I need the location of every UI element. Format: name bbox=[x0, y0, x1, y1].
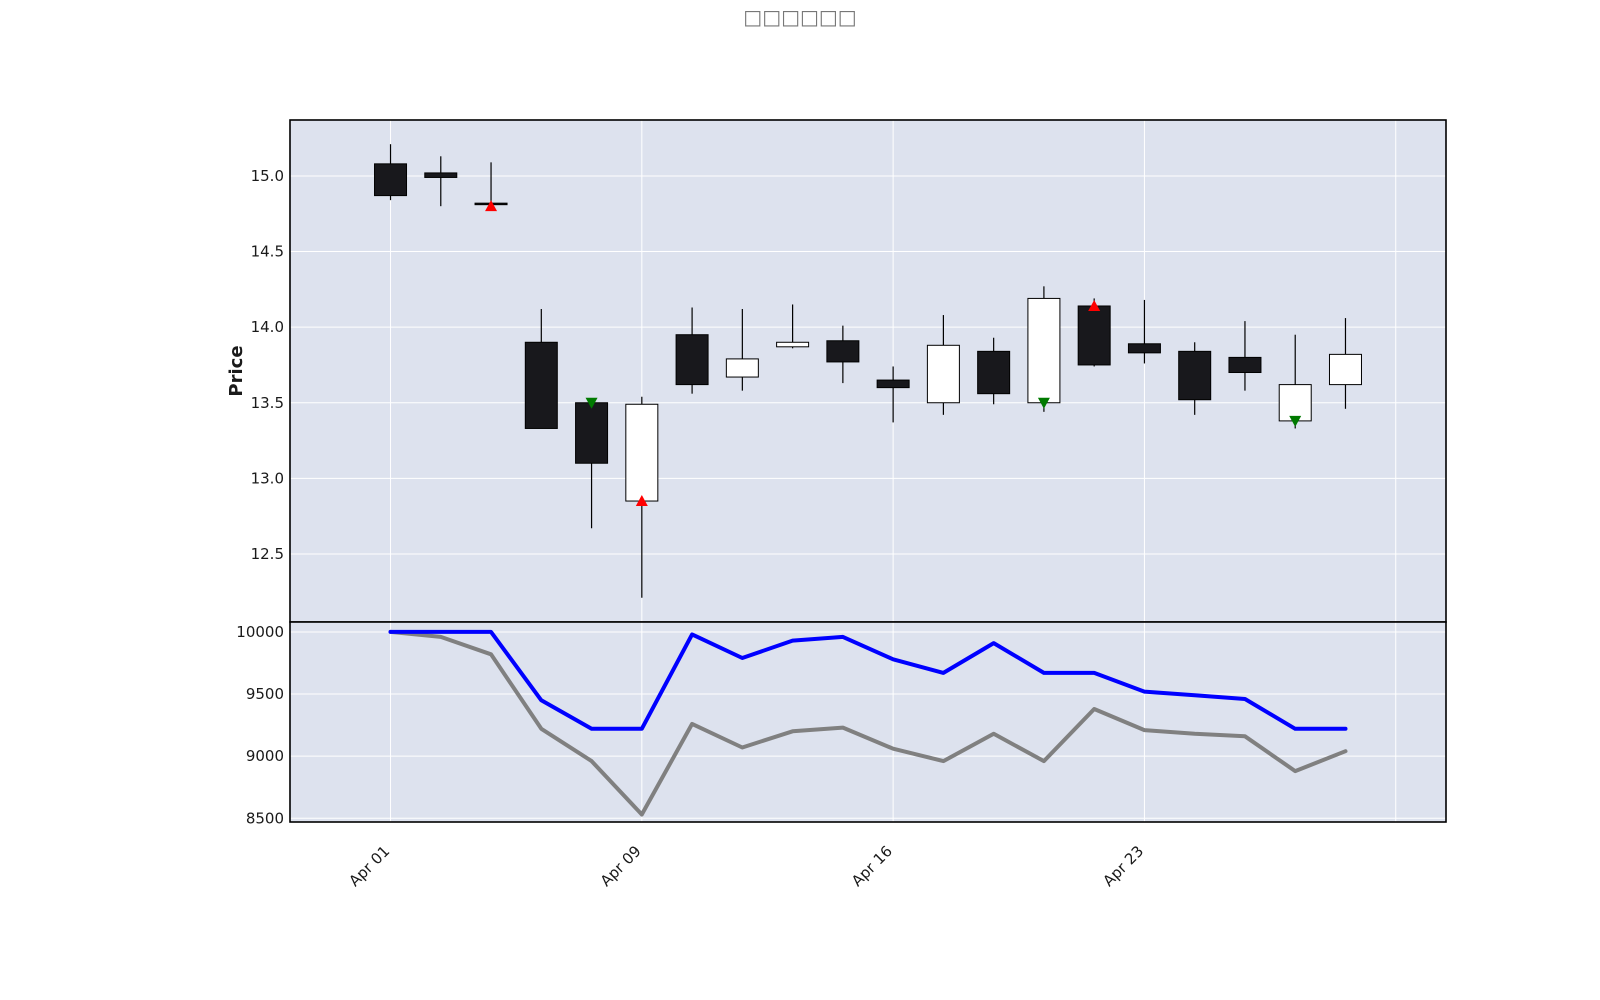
benchmark-equity-line bbox=[388, 629, 1348, 817]
candle-body bbox=[1127, 343, 1161, 354]
candle bbox=[424, 156, 458, 207]
price-tick-label: 13.5 bbox=[251, 394, 284, 412]
price-tick-label: 12.5 bbox=[251, 545, 284, 563]
candle-body bbox=[926, 344, 960, 404]
candle-body bbox=[524, 341, 558, 429]
candle-body bbox=[1228, 356, 1262, 374]
date-tick-label: Apr 01 bbox=[345, 842, 393, 890]
price-panel-grid bbox=[290, 120, 1446, 622]
sell-marker bbox=[585, 397, 598, 409]
equity-axis-ticks: 8500 9000 9500 10000 bbox=[236, 623, 284, 827]
candle bbox=[725, 309, 759, 391]
candle-body bbox=[1077, 305, 1111, 366]
candle bbox=[1178, 342, 1212, 415]
candle bbox=[826, 325, 860, 384]
equity-tick-label: 10000 bbox=[236, 623, 284, 641]
price-tick-label: 14.0 bbox=[251, 318, 284, 336]
candle-body bbox=[977, 350, 1011, 395]
trade-markers-layer bbox=[485, 200, 1302, 507]
candle-body bbox=[1027, 297, 1061, 404]
buy-marker bbox=[485, 200, 498, 212]
candle-body bbox=[1328, 353, 1362, 386]
date-tick-label: Apr 16 bbox=[848, 842, 896, 890]
date-tick-label: Apr 09 bbox=[597, 842, 645, 890]
candle bbox=[1027, 286, 1061, 412]
price-axis-label: Price bbox=[226, 345, 247, 396]
candle bbox=[876, 366, 910, 423]
candle-body bbox=[374, 163, 408, 197]
candle bbox=[1328, 318, 1362, 409]
equity-tick-label: 8500 bbox=[246, 809, 284, 827]
candles-layer bbox=[374, 144, 1362, 598]
equity-lines-layer bbox=[388, 629, 1348, 817]
sell-marker bbox=[1037, 397, 1050, 409]
chart-title: □□□□□□ bbox=[743, 5, 856, 29]
buy-marker bbox=[635, 495, 648, 507]
candle bbox=[374, 144, 408, 201]
candle bbox=[625, 396, 659, 598]
candle-body bbox=[725, 358, 759, 378]
candle-body bbox=[675, 334, 709, 386]
equity-panel-background bbox=[290, 622, 1446, 822]
candle-body bbox=[876, 379, 910, 389]
candle-body bbox=[776, 341, 810, 348]
candle bbox=[1127, 299, 1161, 364]
buy-marker bbox=[1088, 299, 1101, 311]
price-axis-ticks: 12.5 13.0 13.5 14.0 14.5 15.0 bbox=[251, 167, 284, 563]
strategy-equity-line bbox=[388, 629, 1348, 731]
candle-body bbox=[625, 403, 659, 502]
candle bbox=[926, 315, 960, 415]
equity-tick-label: 9500 bbox=[246, 685, 284, 703]
price-tick-label: 14.5 bbox=[251, 243, 284, 261]
candle-body bbox=[1278, 384, 1312, 422]
candle-body bbox=[424, 172, 458, 178]
equity-panel-border bbox=[289, 621, 1447, 823]
equity-tick-label: 9000 bbox=[246, 747, 284, 765]
date-axis-ticks: Apr 01 Apr 09 Apr 16 Apr 23 bbox=[345, 842, 1147, 890]
price-tick-label: 15.0 bbox=[251, 167, 284, 185]
sell-marker bbox=[1289, 415, 1302, 427]
candle bbox=[1228, 321, 1262, 391]
candle-body bbox=[1178, 350, 1212, 401]
price-tick-label: 13.0 bbox=[251, 469, 284, 487]
date-tick-label: Apr 23 bbox=[1099, 842, 1147, 890]
price-panel-background bbox=[290, 120, 1446, 622]
candle bbox=[575, 399, 609, 529]
candle-body bbox=[826, 340, 860, 363]
candle-body bbox=[575, 402, 609, 464]
candle bbox=[977, 337, 1011, 405]
candle bbox=[524, 309, 558, 429]
candle bbox=[776, 304, 810, 349]
candle bbox=[675, 307, 709, 394]
